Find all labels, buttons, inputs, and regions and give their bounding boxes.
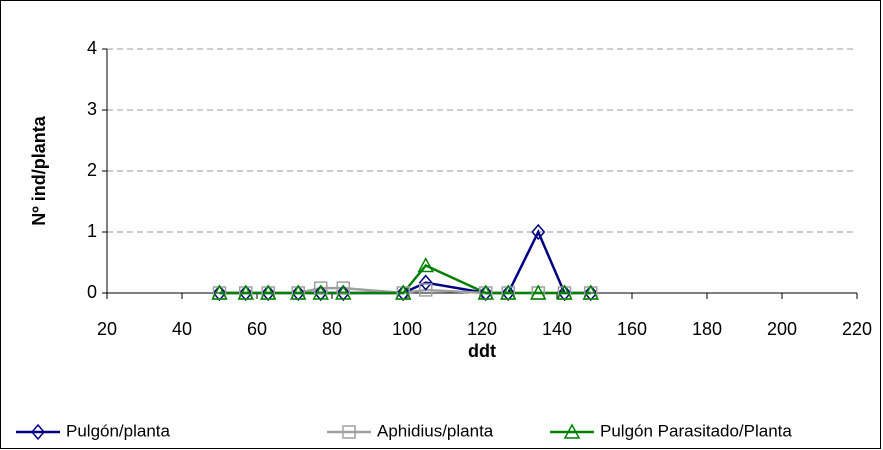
marker: [583, 284, 598, 302]
marker: [501, 284, 516, 302]
marker: [419, 283, 433, 297]
y-axis-title: Nº ind/planta: [29, 115, 49, 226]
marker: [261, 284, 276, 302]
x-axis-title: ddt: [468, 341, 496, 361]
marker: [237, 284, 255, 300]
marker: [336, 281, 350, 295]
x-tick-label: 120: [467, 319, 497, 339]
marker: [211, 284, 228, 300]
marker: [212, 284, 227, 302]
marker: [582, 284, 600, 300]
marker: [531, 223, 546, 241]
marker: [259, 284, 277, 300]
x-tick-label: 180: [692, 319, 722, 339]
marker: [291, 284, 306, 302]
marker: [312, 284, 330, 300]
marker: [417, 256, 435, 273]
marker: [289, 284, 307, 300]
marker: [563, 423, 581, 439]
x-tick-label: 200: [767, 319, 797, 339]
marker: [557, 284, 572, 302]
marker: [394, 284, 412, 300]
y-tick-label: 2: [87, 160, 97, 180]
marker: [478, 284, 493, 302]
y-tick-label: 0: [87, 282, 97, 302]
marker: [556, 284, 573, 300]
marker: [477, 284, 495, 300]
x-tick-label: 40: [172, 319, 192, 339]
marker: [314, 281, 328, 295]
x-tick-label: 160: [617, 319, 647, 339]
marker: [238, 284, 253, 302]
marker: [342, 425, 356, 439]
y-tick-label: 4: [87, 38, 97, 58]
legend-label: Pulgón Parasitado/Planta: [600, 421, 792, 440]
marker: [31, 423, 45, 441]
legend-label: Aphidius/planta: [377, 421, 494, 440]
marker: [418, 274, 433, 291]
marker: [334, 284, 352, 300]
x-tick-label: 220: [842, 319, 872, 339]
marker: [529, 284, 547, 300]
x-tick-label: 100: [392, 319, 422, 339]
marker: [336, 284, 351, 302]
y-tick-label: 3: [87, 99, 97, 119]
x-tick-label: 140: [542, 319, 572, 339]
x-tick-label: 60: [247, 319, 267, 339]
marker: [313, 284, 328, 302]
x-tick-label: 80: [322, 319, 342, 339]
marker: [499, 284, 517, 300]
marker: [396, 284, 411, 302]
y-tick-label: 1: [87, 221, 97, 241]
series-line: [219, 264, 591, 295]
legend-label: Pulgón/planta: [66, 421, 171, 440]
x-tick-label: 20: [97, 319, 117, 339]
